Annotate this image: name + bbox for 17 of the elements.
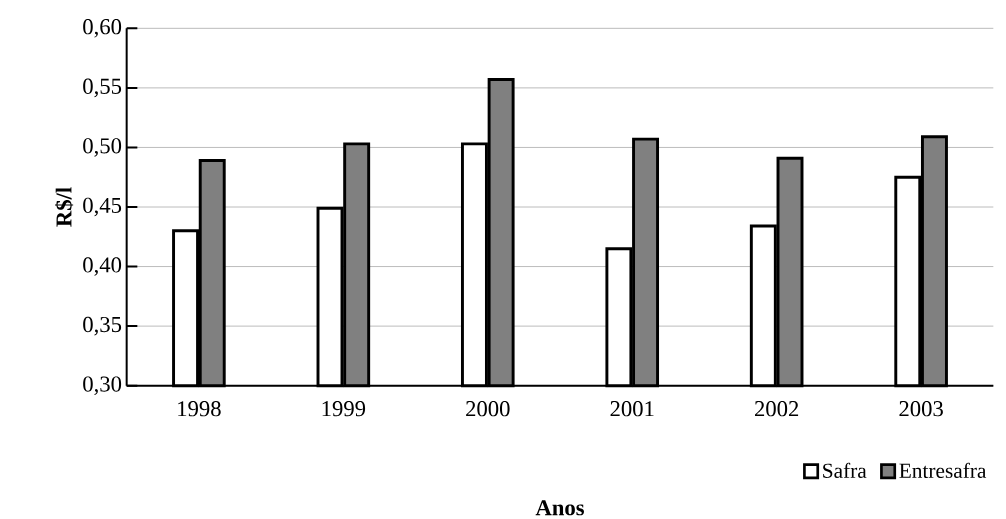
y-axis-title: R$/l — [55, 187, 74, 227]
legend-label: Entresafra — [899, 462, 987, 478]
x-tick-label: 2003 — [899, 401, 943, 417]
y-tick-label: 0,55 — [83, 78, 122, 98]
x-tick-label: 2001 — [610, 401, 654, 417]
x-axis-title: Anos — [535, 500, 584, 516]
legend-label: Safra — [823, 462, 867, 478]
y-tick-label: 0,60 — [83, 19, 122, 38]
x-tick-label: 1998 — [178, 401, 221, 417]
y-tick-label: 0,30 — [83, 376, 122, 395]
x-tick-label: 2000 — [466, 401, 510, 417]
y-tick-label: 0,40 — [83, 257, 122, 276]
y-tick-label: 0,35 — [83, 316, 122, 336]
x-tick-label: 1999 — [322, 401, 366, 417]
y-tick-label: 0,50 — [83, 138, 122, 157]
y-tick-label: 0,45 — [83, 197, 122, 217]
x-tick-label: 2002 — [755, 401, 799, 417]
